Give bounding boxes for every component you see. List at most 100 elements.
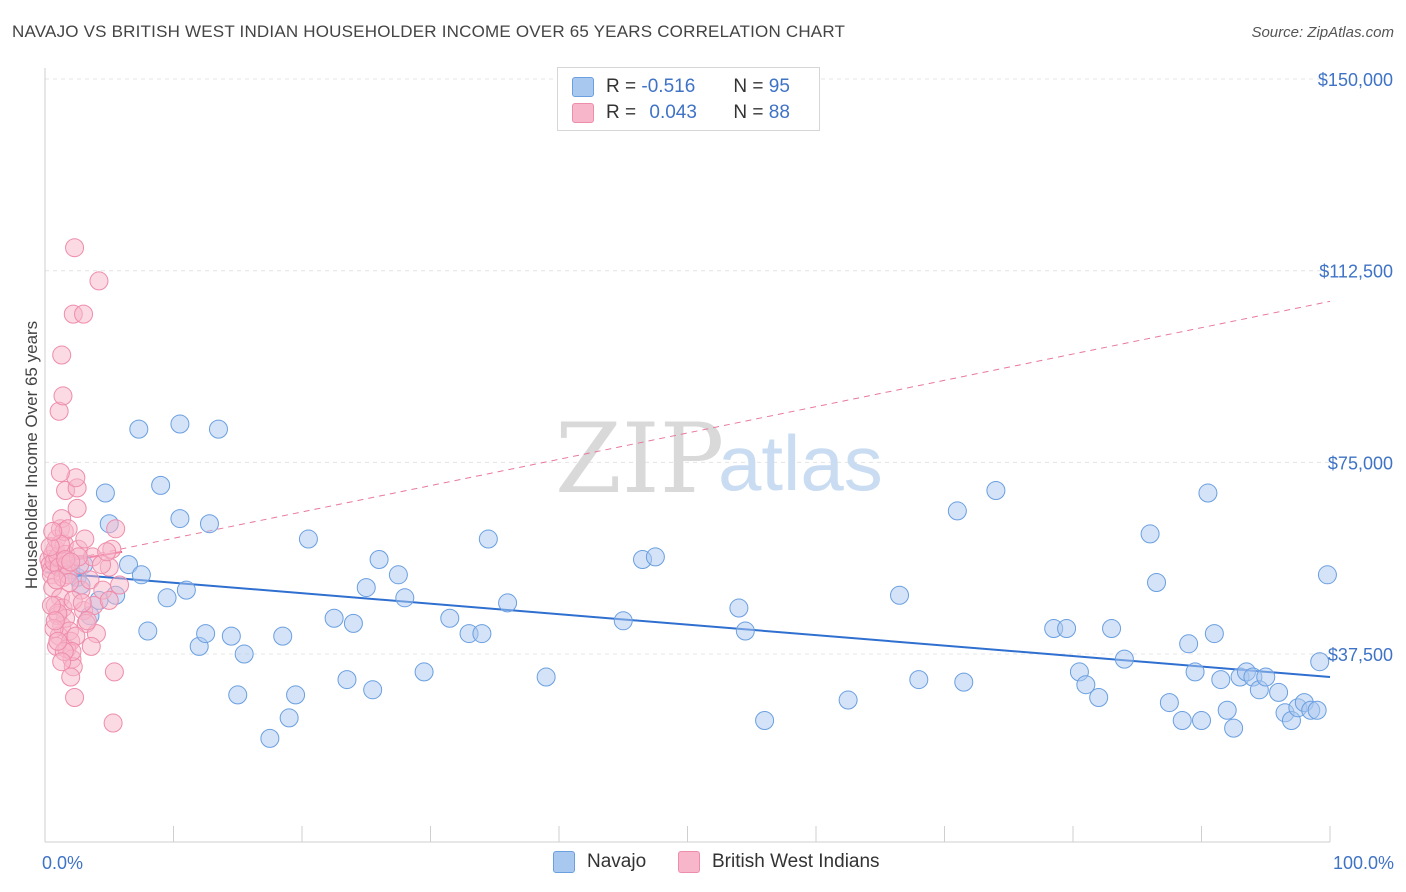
point-navajo bbox=[1159, 693, 1179, 713]
point-navajo bbox=[138, 621, 158, 641]
x-tick-label: 0.0% bbox=[42, 853, 83, 873]
point-navajo bbox=[1198, 483, 1218, 503]
point-navajo bbox=[298, 529, 318, 549]
point-british-west-indians bbox=[65, 238, 85, 258]
watermark-zip: ZIP bbox=[555, 403, 724, 515]
point-navajo bbox=[1140, 524, 1160, 544]
point-navajo bbox=[1147, 572, 1167, 592]
point-navajo bbox=[414, 662, 434, 682]
point-british-west-indians bbox=[52, 652, 72, 672]
point-navajo bbox=[395, 588, 415, 608]
legend-n-value: 88 bbox=[768, 102, 790, 123]
point-navajo bbox=[472, 624, 492, 644]
point-navajo bbox=[129, 419, 149, 439]
point-navajo bbox=[221, 626, 241, 646]
point-navajo bbox=[337, 670, 357, 690]
watermark-atlas: atlas bbox=[718, 419, 883, 507]
bottom-legend-navajo: Navajo bbox=[553, 851, 646, 873]
point-navajo bbox=[947, 501, 967, 521]
point-british-west-indians bbox=[104, 662, 124, 682]
point-navajo bbox=[1185, 662, 1205, 682]
point-british-west-indians bbox=[67, 498, 87, 518]
point-navajo bbox=[1172, 710, 1192, 730]
data-points bbox=[39, 238, 1337, 748]
point-navajo bbox=[356, 578, 376, 598]
point-navajo bbox=[986, 480, 1006, 500]
point-navajo bbox=[131, 565, 151, 585]
point-navajo bbox=[440, 608, 460, 628]
chart-title: NAVAJO VS BRITISH WEST INDIAN HOUSEHOLDE… bbox=[12, 22, 846, 41]
point-british-west-indians bbox=[43, 521, 63, 541]
point-navajo bbox=[1217, 700, 1237, 720]
bottom-legend-label-navajo: Navajo bbox=[587, 851, 647, 872]
point-british-west-indians bbox=[53, 386, 73, 406]
point-navajo bbox=[388, 565, 408, 585]
point-british-west-indians bbox=[61, 667, 81, 687]
point-british-west-indians bbox=[103, 713, 123, 733]
source-label: Source: ZipAtlas.com bbox=[1251, 24, 1394, 41]
x-tick-label: 100.0% bbox=[1333, 853, 1394, 873]
point-navajo bbox=[909, 670, 929, 690]
point-navajo bbox=[890, 585, 910, 605]
trend-line-british-west-indians bbox=[44, 300, 1331, 566]
tick-labels: $37,500 $75,000 $112,500 $150,000 0.0% 100.0% bbox=[42, 70, 1394, 873]
point-british-west-indians bbox=[74, 304, 94, 324]
point-navajo bbox=[324, 608, 344, 628]
point-navajo bbox=[1211, 670, 1231, 690]
y-tick-label: $75,000 bbox=[1328, 453, 1393, 473]
point-navajo bbox=[1089, 687, 1109, 707]
point-navajo bbox=[228, 685, 248, 705]
point-british-west-indians bbox=[50, 463, 70, 483]
point-navajo bbox=[729, 598, 749, 618]
point-navajo bbox=[1076, 675, 1096, 695]
point-navajo bbox=[755, 710, 775, 730]
point-british-west-indians bbox=[110, 575, 130, 595]
point-british-west-indians bbox=[89, 271, 109, 291]
y-tick-label: $150,000 bbox=[1318, 70, 1393, 90]
bottom-legend-british-west-indians: British West Indians bbox=[678, 851, 880, 873]
point-navajo bbox=[1317, 565, 1337, 585]
point-navajo bbox=[369, 549, 389, 569]
point-british-west-indians bbox=[65, 687, 85, 707]
point-navajo bbox=[170, 414, 190, 434]
point-navajo bbox=[954, 672, 974, 692]
point-navajo bbox=[343, 613, 363, 633]
point-navajo bbox=[234, 644, 254, 664]
point-navajo bbox=[119, 555, 139, 575]
point-british-west-indians bbox=[45, 611, 65, 631]
legend-n-label: N = bbox=[733, 102, 764, 123]
point-navajo bbox=[1224, 718, 1244, 738]
point-british-west-indians bbox=[77, 611, 97, 631]
legend-swatch-british-west-indians bbox=[572, 103, 594, 123]
point-navajo bbox=[196, 624, 216, 644]
point-navajo bbox=[1256, 667, 1276, 687]
legend-r-label: R = bbox=[606, 102, 637, 123]
point-navajo bbox=[735, 621, 755, 641]
point-navajo bbox=[645, 547, 665, 567]
point-navajo bbox=[279, 708, 299, 728]
point-navajo bbox=[151, 475, 171, 495]
watermark: ZIP atlas bbox=[555, 403, 883, 515]
legend-r-label: R = bbox=[606, 76, 637, 97]
legend-swatch-navajo bbox=[572, 77, 594, 97]
point-navajo bbox=[478, 529, 498, 549]
point-navajo bbox=[1179, 634, 1199, 654]
bottom-legend-swatch-navajo bbox=[553, 851, 575, 873]
point-navajo bbox=[1204, 624, 1224, 644]
point-british-west-indians bbox=[72, 593, 92, 613]
point-british-west-indians bbox=[52, 345, 72, 365]
legend-row-british-west-indians: R = 0.043 N = 88 bbox=[572, 101, 790, 125]
point-navajo bbox=[170, 509, 190, 529]
point-navajo bbox=[273, 626, 293, 646]
point-british-west-indians bbox=[97, 542, 117, 562]
point-navajo bbox=[1307, 700, 1327, 720]
point-navajo bbox=[1269, 682, 1289, 702]
legend-n-label: N = bbox=[733, 76, 764, 97]
bottom-legend-label-british-west-indians: British West Indians bbox=[712, 851, 880, 872]
point-british-west-indians bbox=[47, 570, 67, 590]
axes bbox=[44, 68, 1331, 843]
point-british-west-indians bbox=[48, 631, 68, 651]
point-navajo bbox=[536, 667, 556, 687]
point-british-west-indians bbox=[80, 570, 100, 590]
